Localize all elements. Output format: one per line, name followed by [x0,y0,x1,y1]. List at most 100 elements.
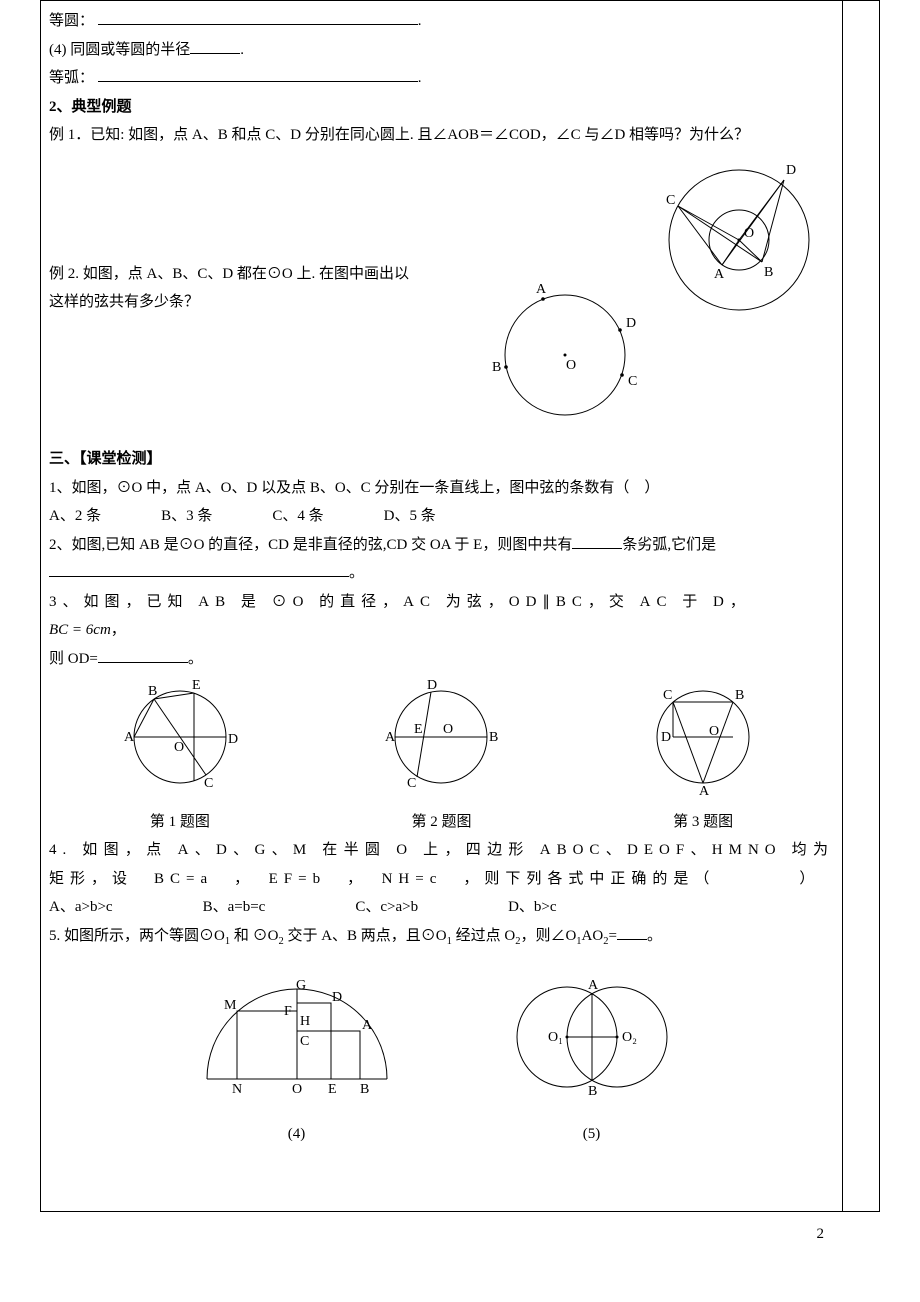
svg-text:B: B [360,1082,369,1097]
svg-text:B: B [489,730,498,745]
q5-p7: = [608,928,616,944]
q5-p3: 交于 A、B 两点，且⊙O [284,928,447,944]
svg-text:A: A [714,267,725,282]
svg-text:C: C [407,776,416,791]
figures-row-q1q2q3: A B E D C O 第 1 题图 A B [49,677,834,836]
svg-text:C: C [663,688,672,703]
blank-line [49,563,349,578]
page-number: 2 [40,1212,880,1243]
svg-text:C: C [666,193,675,208]
intro-dengyuan: 等圆： . [49,7,834,36]
figcap-q2: 第 2 题图 [371,808,511,837]
figure-q4: A B C D E F G H M N O (4) [192,959,402,1148]
q1-opt-d: D、5 条 [384,502,436,531]
figcap-q4: (4) [192,1120,402,1149]
svg-text:E: E [414,722,423,737]
svg-text:G: G [296,978,306,993]
q2-part1: 2、如图,已知 AB 是⊙O 的直径，CD 是非直径的弦,CD 交 OA 于 E… [49,537,572,553]
svg-text:E: E [328,1082,337,1097]
intro-dengyuan-label: 等圆： [49,13,94,29]
figure-ex1: O A B C D [644,150,834,331]
q1-opt-b: B、3 条 [161,502,212,531]
svg-text:A: A [699,784,710,797]
svg-text:O: O [174,740,184,755]
intro-item4-suffix: . [240,42,244,58]
q4-opt-b: B、a=b=c [203,893,266,922]
svg-text:F: F [284,1004,292,1019]
svg-text:D: D [661,730,671,745]
svg-text:O: O [566,358,576,373]
svg-text:N: N [232,1082,242,1097]
q4-options: A、a>b>c B、a=b=c C、c>a>b D、b>c [49,893,834,922]
q2-mid: 条劣弧,它们是 [622,537,716,553]
blank-line [572,534,622,549]
side-column [843,1,879,1211]
q3-part1: 3、如图，已知 AB 是 ⊙O 的直径，AC 为弦，OD∥BC，交 AC 于 D… [49,594,751,610]
q5-end: 。 [647,928,662,944]
q3-end: 。 [188,651,203,667]
example1-text: 例 1．已知: 如图，点 A、B 和点 C、D 分别在同心圆上. 且∠AOB＝∠… [49,121,834,150]
svg-text:B: B [148,684,157,699]
figure-q1: A B E D C O 第 1 题图 [110,677,250,836]
q5-p4: 经过点 O [452,928,515,944]
figure-q2: A B D C E O 第 2 题图 [371,677,511,836]
q3-eqn: BC = 6cm [49,622,111,638]
svg-text:C: C [300,1034,309,1049]
blank-line [98,68,418,83]
intro-item4-prefix: (4) 同圆或等圆的半径 [49,42,190,58]
svg-text:H: H [300,1014,310,1029]
svg-text:D: D [626,316,636,331]
svg-text:D: D [427,678,437,693]
svg-text:A: A [362,1018,373,1033]
q4-text: 4. 如图，点 A、D、G、M 在半圆 O 上，四边形 ABOC、DEOF、HM… [49,836,834,893]
figure-q5: A B O₁ O₂ (5) [492,959,692,1148]
q5-text: 5. 如图所示，两个等圆⊙O1 和 ⊙O2 交于 A、B 两点，且⊙O1 经过点… [49,922,834,952]
figure-ex2: O A D B C [480,275,640,436]
q1-opt-c: C、4 条 [272,502,323,531]
figure-q3: C B D O A 第 3 题图 [633,677,773,836]
svg-text:O: O [443,722,453,737]
q5-p1: 5. 如图所示，两个等圆⊙O [49,928,225,944]
blank-line [98,11,418,26]
svg-text:D: D [332,990,342,1005]
blank-line [617,925,647,940]
figures-row-q4q5: A B C D E F G H M N O (4) [49,959,834,1148]
svg-text:O: O [709,724,719,739]
svg-text:A: A [124,730,135,745]
section2-heading: 2、典型例题 [49,93,834,122]
q3-tail: ， [111,622,126,638]
q3-eqn-line: BC = 6cm， [49,616,834,645]
svg-text:O: O [744,226,754,241]
svg-text:A: A [588,978,599,993]
svg-text:B: B [492,360,501,375]
spacer [49,435,834,445]
figcap-q5: (5) [492,1120,692,1149]
intro-item4: (4) 同圆或等圆的半径. [49,36,834,65]
svg-text:O: O [292,1082,302,1097]
q1-opt-a: A、2 条 [49,502,101,531]
svg-text:O₁: O₁ [548,1030,563,1045]
q3-then: 则 OD= [49,651,98,667]
svg-text:B: B [764,265,773,280]
q4-opt-c: C、c>a>b [355,893,418,922]
svg-text:O₂: O₂ [622,1030,637,1045]
blank-line [190,39,240,54]
q3-line1: 3、如图，已知 AB 是 ⊙O 的直径，AC 为弦，OD∥BC，交 AC 于 D… [49,588,834,617]
q5-p5: ，则∠O [520,928,576,944]
q2-end: 。 [349,565,364,581]
svg-text:M: M [224,998,237,1013]
q5-p6: AO [582,928,604,944]
svg-text:D: D [228,732,238,747]
q5-p2: 和 ⊙O [230,928,278,944]
section3-heading: 三、【课堂检测】 [49,445,834,474]
svg-text:E: E [192,678,201,693]
intro-denghu: 等弧： . [49,64,834,93]
page-root: 等圆： . (4) 同圆或等圆的半径. 等弧： . 2、典型例题 例 1．已知:… [0,0,920,1243]
content-frame: 等圆： . (4) 同圆或等圆的半径. 等弧： . 2、典型例题 例 1．已知:… [40,0,880,1212]
svg-text:B: B [588,1084,597,1099]
intro-denghu-label: 等弧： [49,70,94,86]
main-column: 等圆： . (4) 同圆或等圆的半径. 等弧： . 2、典型例题 例 1．已知:… [41,1,843,1211]
svg-text:A: A [536,282,547,297]
svg-text:D: D [786,163,796,178]
svg-text:C: C [204,776,213,791]
